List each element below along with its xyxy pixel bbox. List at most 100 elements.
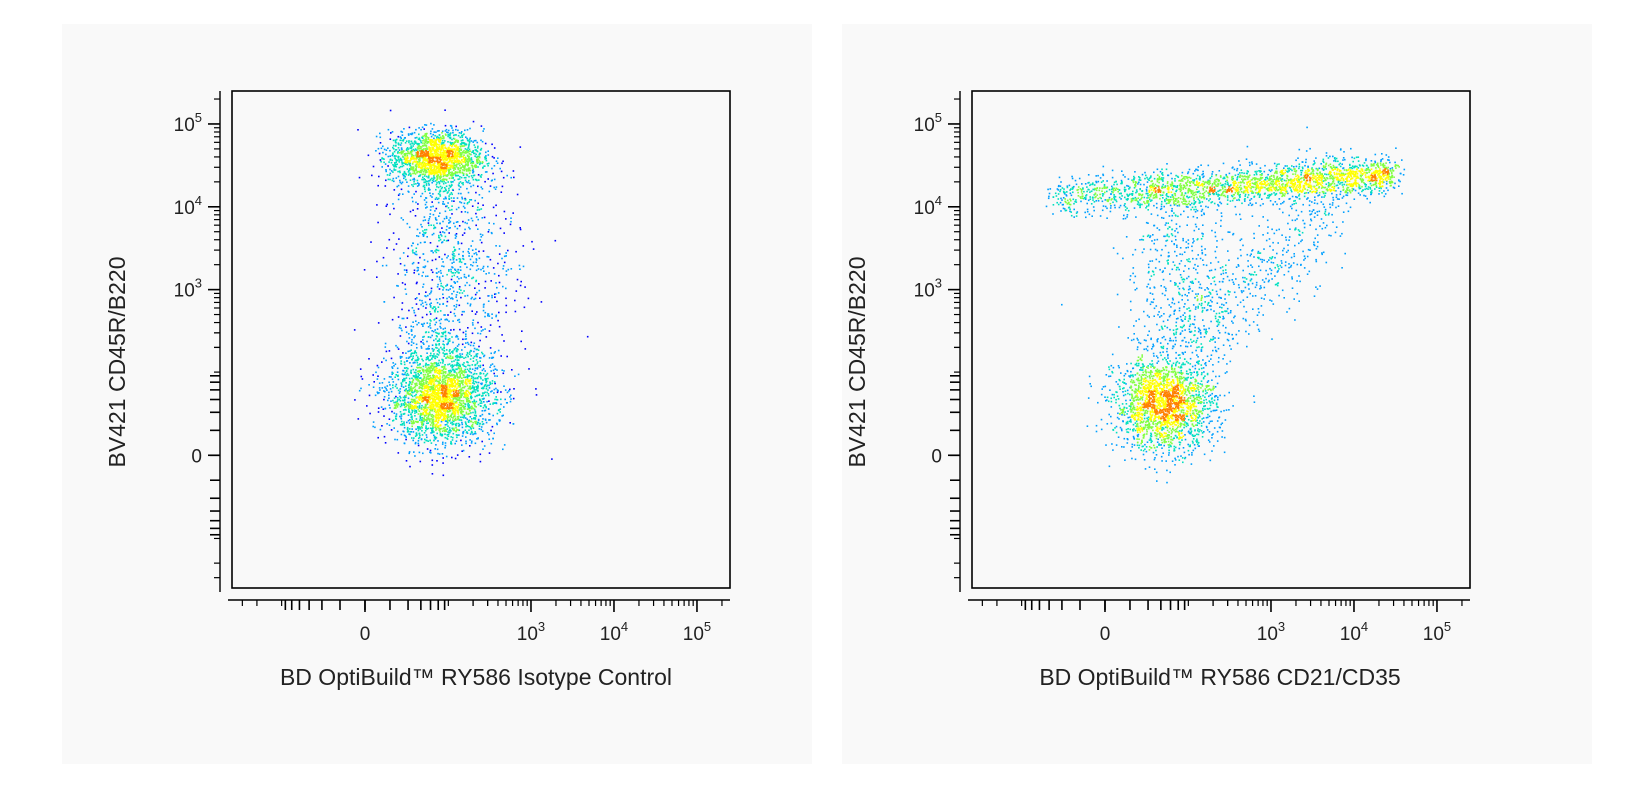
event-dot <box>467 400 470 402</box>
event-dot <box>472 344 475 347</box>
event-dot <box>429 303 431 306</box>
event-dot <box>437 138 440 141</box>
event-dot <box>420 128 422 131</box>
event-dot <box>436 410 438 412</box>
event-dot <box>442 418 445 420</box>
event-dot <box>451 386 453 388</box>
event-dot <box>388 424 391 426</box>
event-dot <box>471 391 474 394</box>
event-dot <box>402 352 404 354</box>
event-dot <box>435 362 437 364</box>
event-dot <box>429 155 431 157</box>
event-dot <box>441 178 443 181</box>
event-dot <box>456 382 459 385</box>
event-dot <box>399 257 401 260</box>
event-dot <box>474 395 476 398</box>
event-dot <box>437 410 440 412</box>
event-dot <box>447 425 449 427</box>
event-dot <box>464 198 467 201</box>
event-dot <box>427 390 429 393</box>
event-dot <box>377 407 380 409</box>
event-dot <box>462 431 464 434</box>
event-dot <box>467 158 470 160</box>
event-dot <box>424 410 426 413</box>
event-dot <box>436 376 439 379</box>
event-dot <box>458 185 460 187</box>
event-dot <box>436 356 439 358</box>
event-dot <box>466 398 469 401</box>
event-dot <box>438 397 441 399</box>
event-dot <box>410 371 412 373</box>
event-dot <box>415 201 417 204</box>
event-dot <box>440 233 442 236</box>
event-dot <box>374 394 377 397</box>
event-dot <box>439 298 441 300</box>
event-dot <box>410 369 412 372</box>
event-dot <box>436 171 438 173</box>
event-dot <box>433 339 435 342</box>
event-dot <box>417 203 419 205</box>
event-dot <box>448 383 451 386</box>
event-dot <box>412 342 415 344</box>
event-dot <box>469 367 471 370</box>
event-dot <box>404 402 407 405</box>
event-dot <box>463 290 465 292</box>
event-dot <box>446 148 448 151</box>
event-dot <box>411 410 414 412</box>
event-dot <box>479 297 481 299</box>
event-dot <box>456 399 459 401</box>
event-dot <box>406 161 409 163</box>
event-dot <box>403 396 406 399</box>
event-dot <box>394 139 397 141</box>
event-dot <box>438 256 441 258</box>
event-dot <box>478 156 481 158</box>
event-dot <box>484 156 486 158</box>
event-dot <box>407 397 410 400</box>
event-dot <box>404 401 406 404</box>
event-dot <box>403 422 405 425</box>
event-dot <box>445 205 447 208</box>
event-dot <box>400 360 402 362</box>
event-dot <box>436 198 439 200</box>
event-dot <box>430 383 433 386</box>
event-dot <box>419 146 422 148</box>
event-dot <box>521 330 523 332</box>
event-dot <box>403 389 406 392</box>
event-dot <box>435 179 438 181</box>
event-dot <box>411 358 413 361</box>
event-dot <box>450 383 452 385</box>
event-dot <box>451 167 454 169</box>
event-dot <box>479 175 482 177</box>
event-dot <box>465 393 468 395</box>
event-dot <box>445 430 448 433</box>
event-dot <box>446 297 448 300</box>
event-dot <box>465 411 468 414</box>
event-dot <box>430 291 432 294</box>
event-dot <box>409 403 412 406</box>
event-dot <box>436 372 439 374</box>
event-dot <box>434 436 437 439</box>
event-dot <box>477 384 479 387</box>
event-dot <box>394 363 397 365</box>
event-dot <box>446 382 448 385</box>
event-dot <box>512 397 515 400</box>
event-dot <box>485 405 487 408</box>
event-dot <box>459 146 462 148</box>
event-dot <box>425 140 428 143</box>
event-dot <box>477 185 479 188</box>
event-dot <box>466 169 468 171</box>
event-dot <box>477 385 479 388</box>
event-dot <box>421 275 423 277</box>
event-dot <box>486 380 488 383</box>
event-dot <box>491 296 493 299</box>
event-dot <box>455 128 457 131</box>
event-dot <box>451 427 454 430</box>
event-dot <box>418 127 420 129</box>
event-dot <box>417 138 420 140</box>
event-dot <box>463 357 465 359</box>
event-dot <box>452 255 454 257</box>
event-dot <box>440 152 442 154</box>
event-dot <box>474 155 476 157</box>
event-dot <box>458 399 460 401</box>
event-dot <box>406 181 408 183</box>
